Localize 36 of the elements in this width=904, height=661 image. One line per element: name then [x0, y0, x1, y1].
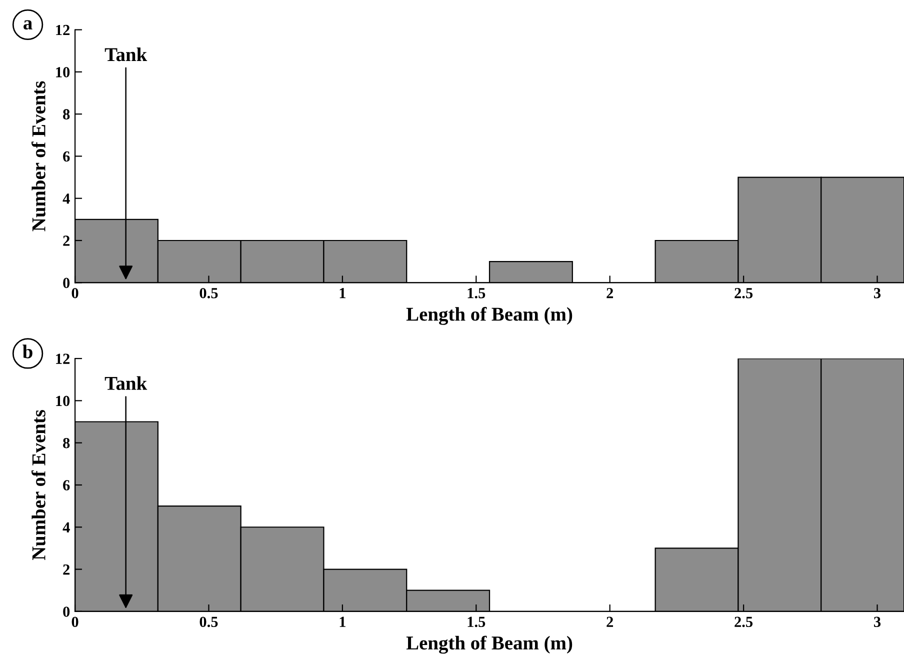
x-tick-label: 2: [606, 288, 614, 298]
y-tick-label: 4: [62, 522, 70, 532]
y-tick-label: 6: [63, 151, 70, 162]
annotation: Tank: [104, 376, 148, 390]
y-tick-label: 2: [63, 564, 70, 575]
y-tick-label: 8: [63, 438, 70, 448]
y-tick-label: 4: [62, 194, 70, 204]
y-tick-label: 12: [56, 354, 70, 364]
y-tick-label: 10: [56, 67, 70, 78]
y-tick-label: 6: [63, 480, 70, 490]
y-tick-label: 0: [63, 606, 70, 617]
x-tick-label: 2: [606, 616, 614, 627]
x-tick-label: 2.5: [734, 288, 753, 298]
x-tick-label: 1.5: [468, 616, 486, 628]
y-tick-label: 12: [56, 24, 70, 36]
y-axis-title: Number of Events: [32, 410, 46, 560]
x-axis-title: Length of Beam (m): [406, 636, 572, 654]
x-tick-label: 3: [874, 616, 881, 628]
x-tick-label: 0: [72, 616, 78, 628]
x-tick-label: 0.5: [200, 288, 218, 298]
x-axis-title: Length of Beam (m): [406, 306, 572, 325]
text: b: [22, 344, 32, 358]
x-tick-label: 1.5: [468, 288, 486, 298]
x-tick-label: 1: [340, 616, 346, 627]
x-tick-label: 0: [72, 288, 78, 298]
x-tick-label: 0.5: [200, 616, 218, 628]
y-tick-label: 2: [63, 236, 70, 246]
y-axis-title: Number of Events: [32, 81, 46, 232]
y-tick-label: 0: [63, 278, 70, 288]
y-tick-label: 10: [56, 396, 70, 406]
x-tick-label: 3: [874, 288, 881, 298]
annotation: Tank: [104, 48, 148, 62]
x-tick-label: 1: [340, 288, 346, 298]
text: a: [24, 20, 32, 30]
x-tick-label: 2.5: [734, 616, 753, 628]
y-tick-label: 8: [63, 109, 70, 120]
